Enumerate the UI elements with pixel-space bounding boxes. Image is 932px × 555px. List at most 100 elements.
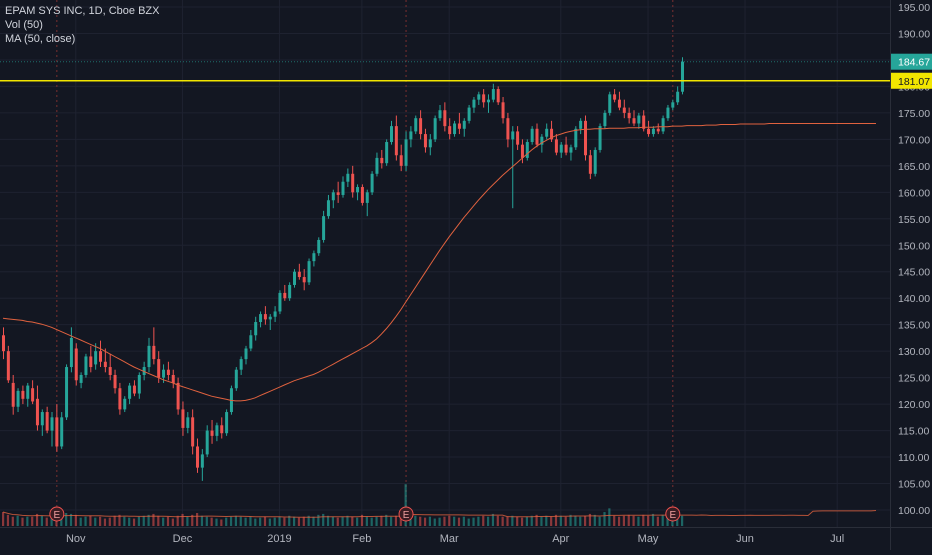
volume-bar [123, 516, 126, 526]
candle [307, 258, 311, 285]
candle [137, 372, 141, 399]
candle [506, 112, 510, 148]
time-tick-label: Mar [440, 533, 459, 545]
candle [278, 290, 282, 315]
candle-body [263, 314, 267, 320]
candle-body [65, 367, 69, 418]
volume-bar [365, 516, 368, 526]
candle-body [162, 369, 166, 378]
horizontal-level[interactable] [0, 61, 890, 82]
candle [617, 91, 621, 111]
candle [239, 356, 243, 375]
candle-body [273, 311, 277, 317]
price-tick-label: 170.00 [898, 134, 930, 146]
candle-body [108, 367, 112, 375]
candle [676, 86, 680, 105]
volume-bar [564, 516, 567, 526]
price-tick-label: 165.00 [898, 161, 930, 173]
candle-body [428, 139, 432, 148]
candle [215, 422, 219, 442]
time-tick-label: May [638, 533, 659, 545]
price-tick-label: 155.00 [898, 214, 930, 226]
volume-bar [341, 516, 344, 526]
candle [283, 284, 287, 301]
candle [341, 176, 345, 198]
candle-body [443, 110, 447, 127]
candle-body [176, 382, 180, 410]
price-tick-label: 110.00 [898, 452, 929, 464]
candle-body [55, 417, 59, 447]
candle [152, 327, 156, 365]
candle [191, 409, 195, 455]
candle-body [511, 131, 515, 140]
candles [2, 57, 684, 481]
volume-bar [380, 515, 383, 526]
volume-bar [40, 515, 43, 526]
volume-bar [642, 514, 645, 526]
candle-body [516, 131, 520, 145]
volume-bar [681, 515, 684, 526]
candle [535, 123, 539, 148]
volume-bar [225, 517, 228, 526]
legend-moving-average[interactable]: MA (50, close) [5, 33, 76, 45]
volume-bar [137, 516, 140, 526]
candle-body [394, 126, 398, 156]
candle [501, 97, 505, 124]
price-tick-label: 100.00 [898, 505, 930, 517]
volume-bars [2, 484, 877, 526]
candle [516, 126, 520, 150]
candle-body [50, 417, 54, 431]
legend-symbol[interactable]: EPAM SYS INC, 1D, Cboe BZX [5, 5, 160, 17]
candle-body [79, 374, 83, 383]
volume-bar [273, 517, 276, 526]
candle-body [128, 385, 132, 399]
candle [530, 126, 534, 145]
candle-body [346, 173, 350, 182]
candle [123, 396, 127, 413]
candle [322, 210, 326, 243]
candle [438, 104, 442, 121]
price-tick-label: 190.00 [898, 28, 930, 40]
candle [423, 128, 427, 153]
volume-bar [603, 512, 606, 526]
candle [244, 345, 248, 365]
candle [593, 147, 597, 177]
price-axis-bg [890, 0, 932, 550]
candle [651, 126, 655, 137]
candle-body [152, 345, 156, 360]
candle [312, 250, 316, 267]
volume-bar [569, 514, 572, 526]
price-tick-label: 130.00 [898, 346, 930, 358]
volume-bar [356, 517, 359, 526]
candle-body [181, 409, 185, 428]
candle-body [239, 359, 243, 370]
candle-body [166, 369, 170, 375]
candle [584, 115, 587, 161]
volume-bar [171, 518, 174, 526]
time-axis[interactable]: Nov Dec 2019 Feb Mar Apr May Jun Jul [0, 527, 932, 551]
volume-bar [307, 515, 310, 526]
candle-body [462, 120, 466, 129]
candle [113, 369, 117, 394]
candle-body [598, 126, 602, 150]
candle [613, 89, 617, 103]
volume-bar [593, 514, 596, 526]
volume-bar [268, 518, 271, 526]
candle-body [341, 181, 345, 195]
volume-bar [326, 515, 330, 526]
candle-body [288, 284, 292, 299]
candle-body [661, 118, 665, 132]
volume-bar [472, 517, 475, 526]
candle-body [453, 123, 457, 135]
candle-body [375, 157, 379, 174]
candle [564, 136, 568, 156]
price-axis[interactable]: 100.00 105.00 110.00 115.00 120.00 125.00 130.… [890, 0, 932, 550]
candle [627, 107, 631, 124]
earnings-marker: E [665, 506, 681, 522]
candle-body [525, 142, 529, 158]
legend-volume[interactable]: Vol (50) [5, 19, 43, 31]
candle [569, 144, 573, 161]
